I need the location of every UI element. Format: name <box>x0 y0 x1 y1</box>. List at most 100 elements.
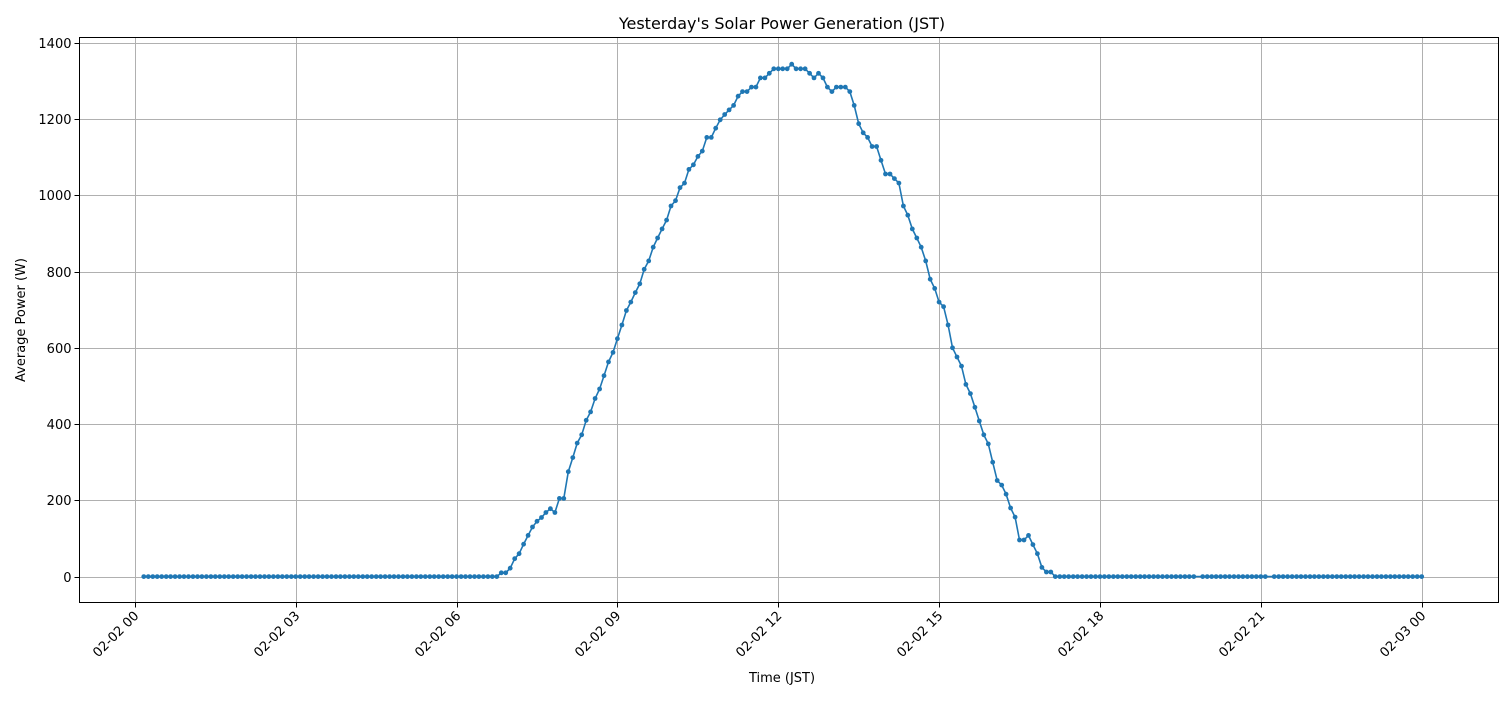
data-point <box>391 574 397 579</box>
data-point <box>936 299 942 305</box>
data-point <box>329 574 334 579</box>
data-point <box>825 84 830 90</box>
data-point <box>534 518 540 524</box>
data-point <box>177 574 183 579</box>
data-point <box>262 574 267 579</box>
data-point <box>186 574 191 579</box>
data-point <box>1289 574 1295 579</box>
data-point <box>208 574 214 579</box>
data-point <box>708 135 714 140</box>
data-point <box>1044 569 1049 575</box>
data-point <box>766 70 772 76</box>
data-point <box>1253 574 1259 579</box>
data-point <box>427 574 433 579</box>
data-point <box>525 533 531 538</box>
x-tick-label: 02-02 09 <box>572 609 624 661</box>
y-tick-label: 1000 <box>38 189 71 204</box>
grid <box>79 37 1499 603</box>
data-point <box>266 574 272 579</box>
data-point <box>145 574 151 579</box>
data-point <box>324 574 330 579</box>
data-point <box>954 354 960 360</box>
data-point <box>1352 574 1357 579</box>
data-point <box>1213 574 1219 579</box>
chart-title: Yesterday's Solar Power Generation (JST) <box>618 14 945 33</box>
data-point <box>481 574 486 579</box>
data-point <box>235 574 241 579</box>
x-tick-label: 02-02 12 <box>733 609 785 661</box>
data-point <box>302 574 308 579</box>
data-point <box>740 89 745 94</box>
x-tick-label: 02-02 03 <box>251 609 303 661</box>
data-point <box>507 565 513 571</box>
data-point <box>1298 574 1304 579</box>
data-point <box>1262 574 1268 579</box>
data-point <box>1388 574 1393 579</box>
data-point <box>918 244 924 250</box>
data-point <box>284 574 290 579</box>
data-point <box>489 574 495 579</box>
data-point <box>1066 574 1072 579</box>
data-point <box>418 574 424 579</box>
data-point <box>530 524 535 530</box>
x-tick-label: 02-02 06 <box>412 609 464 661</box>
data-point <box>597 386 602 392</box>
plot-frame <box>79 37 1499 603</box>
data-point <box>355 574 361 579</box>
data-point <box>1178 574 1183 579</box>
data-point <box>239 574 245 579</box>
data-point <box>1231 574 1237 579</box>
data-point <box>963 382 969 387</box>
data-point <box>985 441 991 447</box>
data-point <box>1227 574 1232 579</box>
data-point <box>306 574 312 579</box>
data-point <box>498 570 504 576</box>
data-point <box>1236 574 1241 579</box>
data-point <box>503 570 509 576</box>
data-point <box>190 574 196 579</box>
data-point <box>463 574 468 579</box>
data-point <box>414 574 419 579</box>
data-point <box>1097 574 1103 579</box>
data-point <box>159 574 165 579</box>
data-point <box>619 322 625 328</box>
data-point <box>932 286 938 291</box>
data-point <box>807 70 812 76</box>
data-point <box>981 432 987 438</box>
data-point <box>1075 574 1080 579</box>
data-point <box>1017 537 1022 543</box>
data-point <box>1374 574 1380 579</box>
data-point <box>409 574 415 579</box>
data-point <box>521 541 526 547</box>
data-point <box>253 574 258 579</box>
data-point <box>199 574 205 579</box>
data-point <box>789 61 795 67</box>
data-point <box>999 482 1005 488</box>
data-point <box>646 258 652 264</box>
data-point <box>847 89 853 94</box>
data-point <box>632 290 638 295</box>
data-point <box>1321 574 1326 579</box>
data-point <box>172 574 178 579</box>
data-point <box>230 574 236 579</box>
data-point <box>869 144 875 149</box>
data-point <box>181 574 187 579</box>
data-point <box>923 258 929 264</box>
x-tick-label: 02-03 00 <box>1377 609 1429 661</box>
data-point <box>396 574 401 579</box>
data-point <box>1209 574 1215 579</box>
y-tick-label: 400 <box>47 418 72 433</box>
data-point <box>494 574 500 579</box>
data-point <box>342 574 348 579</box>
data-point <box>811 75 817 81</box>
data-point <box>1325 574 1331 579</box>
data-point <box>275 574 281 579</box>
data-point <box>279 574 285 579</box>
data-point <box>351 574 357 579</box>
data-point <box>422 574 428 579</box>
data-point <box>1173 574 1179 579</box>
data-point <box>1169 574 1174 579</box>
data-point <box>333 574 339 579</box>
data-point <box>1048 569 1054 575</box>
data-point <box>1191 574 1197 579</box>
